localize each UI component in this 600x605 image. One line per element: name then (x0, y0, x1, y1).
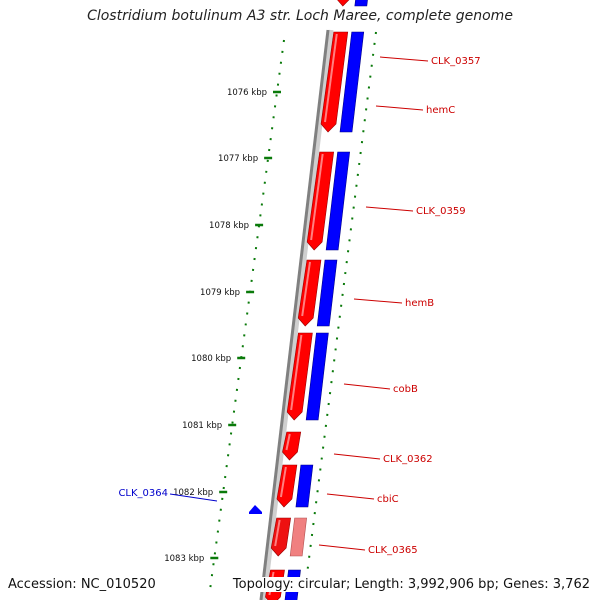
gene-label: hemB (405, 298, 434, 309)
scale-tick-label: 1083 kbp (164, 554, 204, 564)
cds-highlight (274, 519, 281, 547)
topology-label: Topology: circular; Length: 3,992,906 bp… (230, 577, 592, 592)
gene-label: cobB (393, 384, 418, 395)
feature-layer (249, 0, 368, 605)
gene-label: CLK_0362 (383, 454, 433, 465)
feature-track (304, 31, 377, 591)
cds-highlight (290, 334, 303, 411)
gene-label-leader (318, 544, 366, 551)
gene-label-leader (375, 105, 424, 111)
scale-tick-label: 1076 kbp (227, 88, 267, 98)
cds-highlight (285, 433, 291, 451)
paired-feature-block (305, 332, 329, 421)
forward-cds-arrow (337, 0, 350, 7)
paired-feature-block (339, 31, 365, 133)
backbone (259, 29, 330, 601)
gene-label-leader (169, 493, 218, 502)
cds-highlight (279, 466, 287, 498)
gene-labels: CLK_0357 hemC CLK_0359 hemB cobB CLK_0362 cbiC… (118, 56, 480, 556)
gene-label-leader (333, 453, 381, 460)
gene-label-leader (379, 56, 429, 62)
scale-tick-label: 1080 kbp (191, 354, 231, 364)
gene-label: hemC (426, 105, 455, 116)
paired-feature-block (316, 259, 338, 327)
paired-feature-block (354, 0, 368, 7)
cds-highlight (324, 33, 338, 123)
gene-label: CLK_0357 (431, 56, 481, 67)
scale-tick-label: 1079 kbp (200, 288, 240, 298)
paired-feature-block (295, 464, 314, 508)
gene-label: CLK_0359 (416, 206, 466, 217)
backbone-shadow (261, 29, 334, 601)
map-title: Clostridium botulinum A3 str. Loch Maree… (87, 8, 513, 24)
scale-tick-label: 1078 kbp (209, 221, 249, 231)
cds-highlight (310, 153, 324, 241)
gene-label-leader (326, 493, 375, 500)
cds-highlight (301, 261, 311, 317)
gene-label: CLK_0364 (118, 488, 168, 499)
scale-track (209, 39, 285, 591)
paired-feature-block (325, 151, 350, 251)
gene-label: CLK_0365 (368, 545, 418, 556)
accession-label: Accession: NC_010520 (6, 577, 158, 592)
reverse-cds-arrow (249, 505, 262, 514)
gene-label-leader (343, 383, 391, 390)
forward-cds-arrow (270, 517, 291, 557)
gene-label-leader (365, 206, 414, 212)
scale-tick-label: 1077 kbp (218, 154, 258, 164)
scale-tick-label: 1082 kbp (173, 488, 213, 498)
scale-tick-label: 1081 kbp (182, 421, 222, 431)
pseudogene-block (289, 517, 307, 557)
scale-ticks: 1076 kbp 1077 kbp 1078 kbp 1079 kbp 1080 kbp… (164, 88, 282, 564)
gene-label: cbiC (377, 494, 399, 505)
forward-cds-arrow (282, 431, 302, 461)
gene-label-leader (353, 298, 403, 304)
